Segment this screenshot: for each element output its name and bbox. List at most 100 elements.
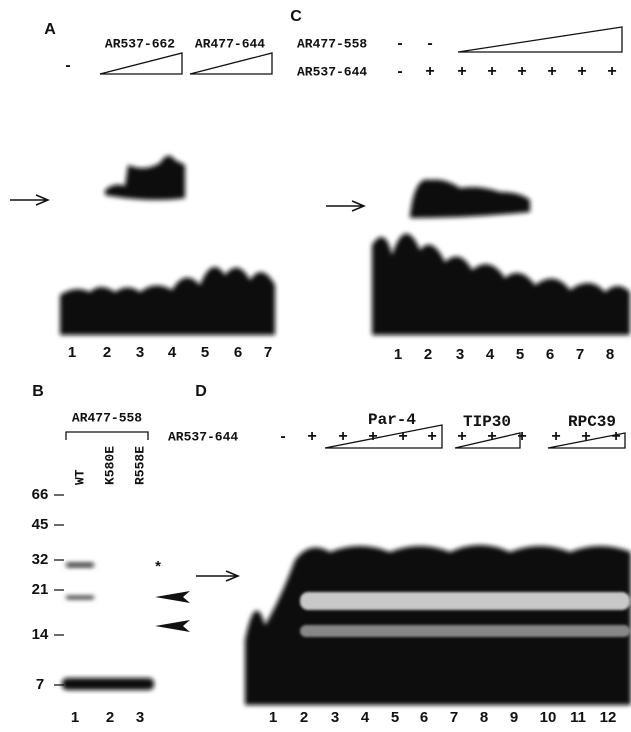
arrow [196, 570, 240, 582]
band-note: * [155, 558, 161, 575]
lane-mark: + [607, 63, 616, 80]
lane-number: 7 [264, 344, 272, 361]
lane-number: 7 [450, 709, 458, 726]
titration-label: RPC39 [568, 413, 616, 431]
lane-mark: - [427, 35, 432, 52]
gradient-triangle [454, 432, 521, 449]
lane-mark: + [338, 428, 347, 445]
lane-number: 4 [168, 344, 177, 361]
lane-number: 8 [606, 346, 614, 363]
lane-number: 5 [516, 346, 524, 363]
lane-number: 12 [600, 709, 617, 726]
bracket [65, 431, 149, 440]
row-label: AR537-644 [168, 429, 238, 444]
gradient-triangle [547, 432, 626, 449]
control-mark: - [65, 57, 70, 74]
lane-number: 6 [546, 346, 554, 363]
lane-number: 10 [540, 709, 557, 726]
lane-mark: + [547, 63, 556, 80]
gel-d-light-band [300, 592, 630, 610]
marker-ticks [54, 494, 64, 686]
arrowhead [155, 620, 190, 632]
lane-mark: + [307, 428, 316, 445]
titration-label: Par-4 [368, 411, 416, 429]
lane-number: 8 [480, 709, 488, 726]
lane-number: 1 [68, 344, 76, 361]
gel-b-band [62, 678, 154, 690]
panel-label: C [290, 8, 302, 25]
lane-number: 3 [456, 346, 464, 363]
lane-number: 5 [391, 709, 399, 726]
marker-label: 14 [32, 626, 49, 643]
panel-label: D [195, 383, 207, 400]
marker-label: 7 [36, 676, 44, 693]
marker-label: 32 [32, 551, 49, 568]
lane-mark: + [517, 63, 526, 80]
lane-mark: + [457, 63, 466, 80]
titration-label: TIP30 [463, 413, 511, 431]
lane-number: 2 [106, 709, 114, 726]
panel-label: B [32, 383, 44, 400]
marker-label: 66 [32, 486, 49, 503]
lane-mark: + [551, 428, 560, 445]
lane-mark: + [487, 428, 496, 445]
arrowhead [155, 591, 190, 603]
gel-d-bands [300, 592, 630, 637]
gel-c-free-probe [372, 233, 630, 335]
lane-number: 1 [394, 346, 402, 363]
lane-number: 2 [424, 346, 432, 363]
marker-label: 45 [32, 516, 49, 533]
gradient-triangle [189, 52, 273, 75]
construct-label: AR537-662 [105, 36, 175, 51]
lane-number: 2 [300, 709, 308, 726]
lane-mark: + [427, 428, 436, 445]
lane-mark: + [577, 63, 586, 80]
lane-number: 11 [570, 709, 586, 726]
gradient-triangle [457, 26, 623, 53]
lane-mark: + [581, 428, 590, 445]
lane-number: 6 [420, 709, 428, 726]
lane-number: 4 [486, 346, 495, 363]
lane-mark: + [425, 63, 434, 80]
gel-a-free-probe [60, 267, 275, 335]
gel-b-band [66, 596, 94, 599]
lane-number: 6 [234, 344, 242, 361]
lane-number: 5 [201, 344, 209, 361]
gel-c-complex [410, 179, 530, 218]
lane-mark: + [368, 428, 377, 445]
row-label: AR537-644 [297, 64, 367, 79]
lane-number: 9 [510, 709, 518, 726]
arrow [326, 200, 366, 212]
lane-mark: - [397, 35, 402, 52]
lane-mark: - [397, 63, 402, 80]
arrow [10, 194, 50, 206]
sample-label: R558E [132, 446, 147, 485]
lane-number: 1 [269, 709, 277, 726]
lane-number: 7 [576, 346, 584, 363]
lane-mark: + [457, 428, 466, 445]
lane-number: 4 [361, 709, 370, 726]
lane-mark: + [611, 428, 620, 445]
gel-a-complex [105, 155, 185, 200]
panel-label: A [44, 21, 56, 38]
lane-number: 3 [331, 709, 339, 726]
gel-d-light-band [300, 625, 630, 637]
arrows [10, 194, 366, 632]
sample-label: K580E [102, 446, 117, 485]
lane-mark: + [517, 428, 526, 445]
marker-label: 21 [32, 581, 49, 598]
lane-number: 1 [71, 709, 79, 726]
gradient-triangle [324, 424, 443, 449]
gel-b-band [66, 563, 94, 567]
construct-label: AR477-558 [72, 410, 142, 425]
lane-number: 2 [103, 344, 111, 361]
lane-number: 3 [136, 344, 144, 361]
lane-mark: + [398, 428, 407, 445]
row-label: AR477-558 [297, 36, 367, 51]
gradient-triangle [99, 52, 183, 75]
construct-label: AR477-644 [195, 36, 265, 51]
lane-mark: + [487, 63, 496, 80]
lane-number: 3 [136, 709, 144, 726]
sample-label: WT [72, 469, 87, 485]
